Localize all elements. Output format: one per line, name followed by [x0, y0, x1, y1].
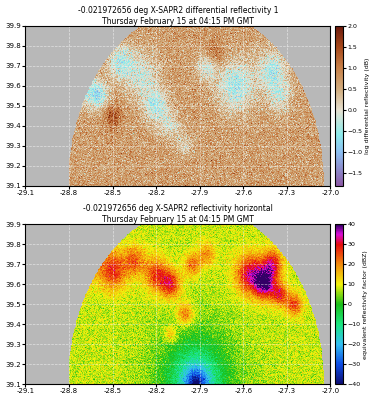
Title: -0.021972656 deg X-SAPR2 differential reflectivity 1
Thursday February 15 at 04:: -0.021972656 deg X-SAPR2 differential re… — [78, 6, 278, 26]
Y-axis label: equivalent reflectivity factor (dBZ): equivalent reflectivity factor (dBZ) — [363, 250, 368, 359]
Title: -0.021972656 deg X-SAPR2 reflectivity horizontal
Thursday February 15 at 04:15 P: -0.021972656 deg X-SAPR2 reflectivity ho… — [83, 204, 273, 224]
Y-axis label: log differential reflectivity (dB): log differential reflectivity (dB) — [365, 58, 370, 154]
